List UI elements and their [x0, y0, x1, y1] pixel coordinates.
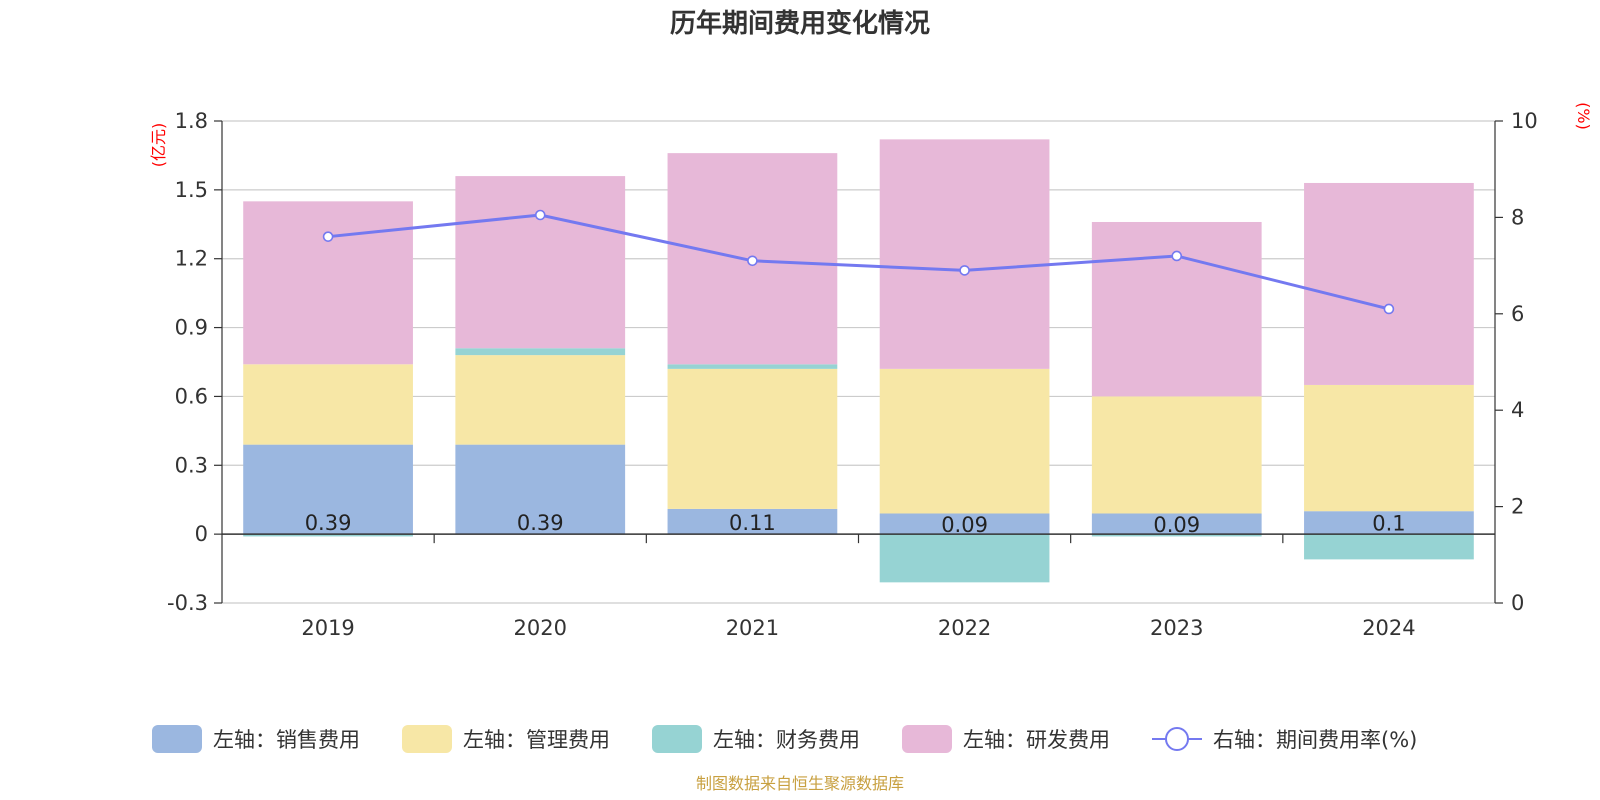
bar-segment [1304, 384, 1474, 512]
rate-point [959, 265, 970, 276]
grid [222, 120, 1495, 604]
x-tick-label: 2021 [726, 616, 779, 640]
data-label: 0.1 [1372, 512, 1405, 536]
x-tick-label: 2024 [1362, 616, 1415, 640]
left-axis-unit: (亿元) [149, 123, 168, 168]
bar-segment [455, 176, 626, 349]
right-tick-label: 8 [1511, 205, 1524, 229]
legend-item: 左轴：管理费用 [402, 725, 610, 753]
axes: -0.3 0 0.3 0.6 0.9 1.2 1.5 1.8 0 2 4 6 8 10 2019 2020 20… [167, 109, 1538, 640]
legend-swatch [152, 725, 202, 753]
right-tick-label: 0 [1511, 591, 1524, 615]
right-axis-unit: (%) [1574, 102, 1593, 130]
source-note: 制图数据来自恒生聚源数据库 [696, 774, 904, 793]
legend-label: 左轴：研发费用 [963, 728, 1110, 752]
bar-segment [1304, 511, 1474, 535]
bar-segment [1091, 534, 1262, 537]
legend-label: 右轴：期间费用率(%) [1213, 728, 1417, 752]
right-tick-label: 2 [1511, 495, 1524, 519]
right-tick-label: 6 [1511, 302, 1524, 326]
bar-segment [1091, 221, 1262, 397]
left-tick-label: -0.3 [167, 591, 208, 615]
legend-label: 左轴：管理费用 [463, 728, 610, 752]
data-label: 0.11 [729, 511, 776, 535]
rate-point [1383, 303, 1395, 315]
legend-item: 左轴：财务费用 [652, 725, 860, 753]
x-tick-label: 2020 [514, 616, 567, 640]
data-labels: 0.39 0.39 0.11 0.09 0.09 0.1 [305, 511, 1406, 537]
bar-segment [879, 513, 1050, 535]
legend-swatch [402, 725, 452, 753]
bar-segment [1091, 396, 1262, 514]
legend-swatch [652, 725, 702, 753]
rate-line-path [327, 213, 1390, 311]
rate-point [534, 209, 546, 221]
bar-segment [455, 348, 626, 356]
bar-segment [455, 444, 626, 535]
right-tick-label: 4 [1511, 398, 1524, 422]
legend-swatch [902, 725, 952, 753]
bar-segment [1304, 182, 1474, 385]
bar-segment [243, 534, 413, 537]
bar-segment [667, 508, 838, 535]
left-tick-label: 1.2 [175, 247, 208, 271]
x-tick-label: 2023 [1150, 616, 1203, 640]
rate-line [322, 209, 1395, 315]
bar-segment [667, 368, 838, 509]
rate-point [322, 231, 334, 242]
chart-title: 历年期间费用变化情况 [670, 8, 930, 39]
left-tick-label: 0 [195, 522, 208, 546]
rate-point [1171, 250, 1183, 262]
x-tick-label: 2019 [301, 616, 354, 640]
bar-segment [243, 201, 413, 365]
legend-item: 右轴：期间费用率(%) [1152, 727, 1417, 752]
legend-marker [1165, 727, 1189, 751]
bar-segment [1091, 513, 1262, 535]
left-tick-label: 0.3 [175, 453, 208, 477]
bar-segment [243, 444, 413, 535]
left-tick-label: 1.5 [175, 178, 208, 202]
bars [243, 139, 1474, 583]
bar-segment [1304, 534, 1474, 560]
legend-label: 左轴：财务费用 [713, 728, 860, 752]
data-label: 0.09 [941, 513, 988, 537]
bar-segment [667, 364, 838, 369]
data-label: 0.39 [305, 511, 352, 535]
bar-segment [879, 534, 1050, 583]
legend-label: 左轴：销售费用 [213, 728, 360, 752]
legend-item: 左轴：销售费用 [152, 725, 360, 753]
data-label: 0.09 [1153, 513, 1200, 537]
data-label: 0.39 [517, 511, 564, 535]
bar-segment [879, 139, 1050, 369]
legend-item: 左轴：研发费用 [902, 725, 1110, 753]
left-tick-label: 1.8 [175, 109, 208, 133]
rate-point [747, 255, 758, 267]
bar-segment [455, 355, 626, 445]
left-tick-label: 0.9 [175, 316, 208, 340]
bar-segment [879, 368, 1050, 514]
legend: 左轴：销售费用 左轴：管理费用 左轴：财务费用 左轴：研发费用 右轴：期间费用率(%) [152, 725, 1417, 753]
bar-segment [243, 364, 413, 445]
x-tick-label: 2022 [938, 616, 991, 640]
right-tick-label: 10 [1511, 109, 1538, 133]
left-tick-label: 0.6 [175, 384, 208, 408]
